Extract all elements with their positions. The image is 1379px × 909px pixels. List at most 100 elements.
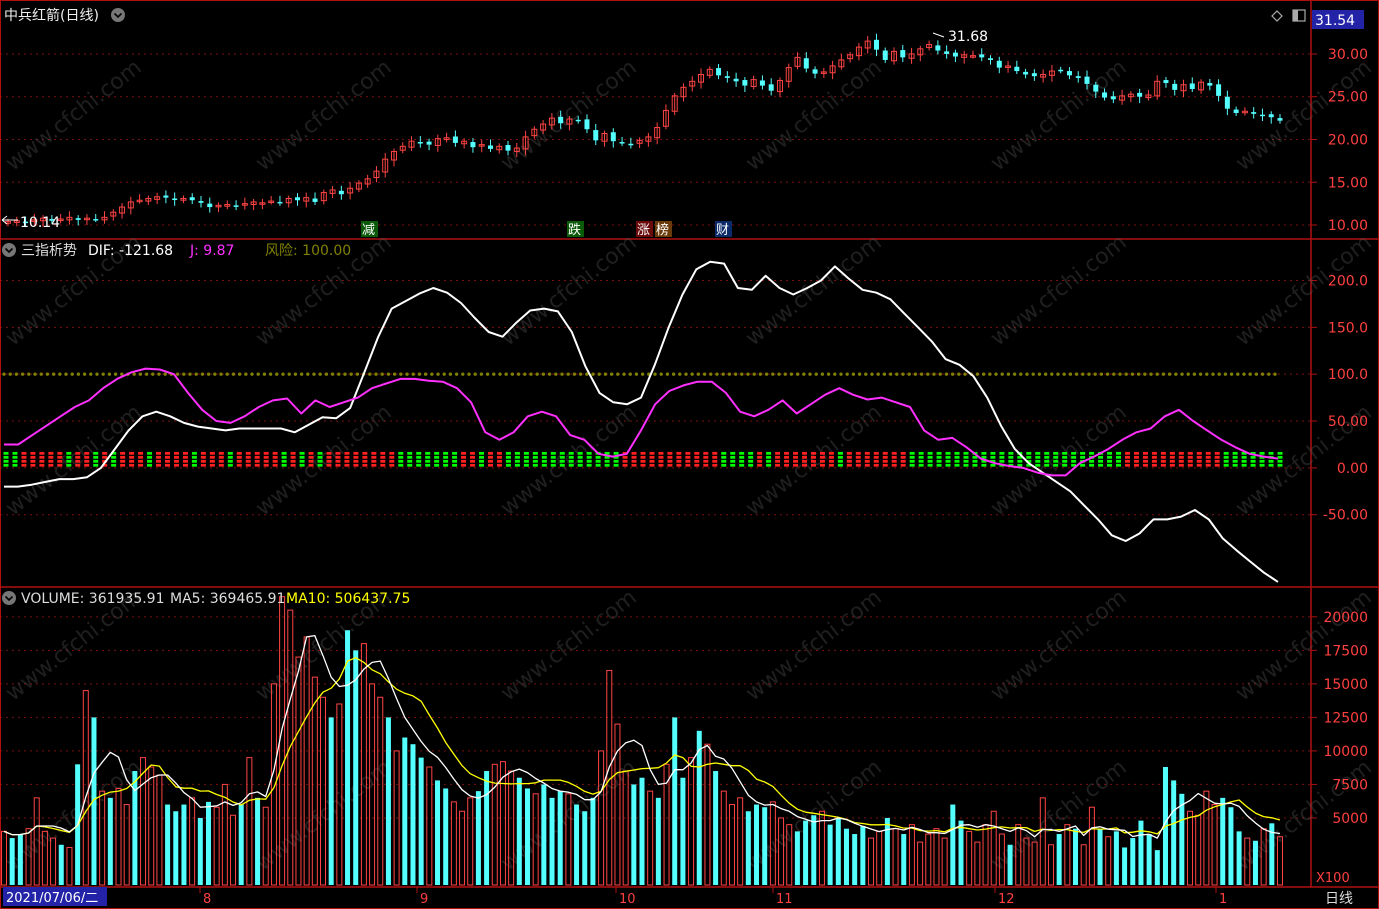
candle-body xyxy=(93,219,99,221)
candle-body xyxy=(241,203,248,206)
volume-bar xyxy=(794,831,800,885)
signal-bar xyxy=(954,455,960,459)
candle-body xyxy=(540,123,547,131)
candle-body xyxy=(1198,81,1205,91)
volume-bar xyxy=(181,804,187,885)
candle-body xyxy=(452,136,458,143)
candle-body xyxy=(215,204,222,208)
volume-tick-label: 5000 xyxy=(1332,811,1368,827)
volume-bar xyxy=(917,841,924,886)
signal-bar xyxy=(685,451,691,455)
volume-bar xyxy=(590,797,596,885)
candle-body xyxy=(259,202,266,205)
risk-line-dot xyxy=(1149,372,1153,376)
risk-line-dot xyxy=(349,372,353,376)
signal-bar xyxy=(443,459,449,463)
signal-bar xyxy=(972,455,978,459)
candle-body xyxy=(1251,112,1257,114)
candle-body xyxy=(1066,71,1072,76)
volume-bar xyxy=(320,696,326,886)
signal-bar xyxy=(909,451,915,455)
signal-bar xyxy=(793,455,799,459)
risk-line-dot xyxy=(1093,372,1097,376)
window-icon[interactable] xyxy=(1292,9,1306,22)
risk-line-dot xyxy=(1192,372,1197,376)
volume-bar xyxy=(9,838,15,885)
circle-chevron-icon[interactable] xyxy=(111,8,125,22)
candle-body xyxy=(1040,73,1047,78)
risk-line-dot xyxy=(988,372,992,376)
diamond-icon[interactable] xyxy=(1271,10,1283,22)
signal-bar xyxy=(120,455,126,459)
candle-body xyxy=(13,220,20,223)
signal-bar xyxy=(218,459,224,463)
signal-bar xyxy=(93,451,99,455)
signal-bar xyxy=(514,459,520,463)
risk-line-dot xyxy=(795,372,800,376)
circle-chevron-icon[interactable] xyxy=(2,243,16,257)
signal-bar xyxy=(810,455,816,459)
signal-bar xyxy=(496,463,502,467)
risk-line-dot xyxy=(740,372,744,376)
risk-line-dot xyxy=(653,372,657,376)
volume-bar xyxy=(762,807,768,885)
signal-bar xyxy=(1035,459,1041,463)
signal-bar xyxy=(236,459,242,463)
volume-bar xyxy=(1130,838,1136,885)
x-axis-labels: 8 9 10 11 12 1 xyxy=(199,887,1227,907)
signal-bar xyxy=(1160,459,1166,463)
signal-bar xyxy=(936,463,942,467)
signal-bar xyxy=(891,451,897,455)
candle-body xyxy=(470,142,476,148)
signal-bar xyxy=(1160,451,1166,455)
candle-body xyxy=(1172,83,1178,90)
risk-line-dot xyxy=(895,372,899,376)
signal-bar xyxy=(936,451,942,455)
signal-bar xyxy=(1124,459,1130,463)
volume-bar xyxy=(745,811,751,885)
signal-bar xyxy=(425,459,431,463)
candle-body xyxy=(944,51,950,54)
risk-line-dot xyxy=(430,372,434,376)
candle-body xyxy=(172,198,178,201)
volume-bar xyxy=(140,757,147,886)
signal-bar xyxy=(972,459,978,463)
signal-bar xyxy=(730,463,736,467)
signal-bar xyxy=(1098,455,1104,459)
candle-body xyxy=(531,128,538,137)
risk-line-dot xyxy=(417,372,422,376)
signal-bar xyxy=(649,451,655,455)
risk-line-dot xyxy=(715,372,719,376)
risk-line-dot xyxy=(405,372,409,376)
signal-bar xyxy=(353,459,359,463)
candle-body xyxy=(969,55,976,58)
risk-line-dot xyxy=(200,372,205,376)
signal-bar xyxy=(434,459,440,463)
signal-bar xyxy=(1277,463,1283,467)
risk-line-dot xyxy=(1130,372,1135,376)
signal-bar xyxy=(1089,451,1095,455)
candle-body xyxy=(101,216,108,221)
signal-bar xyxy=(389,459,395,463)
volume-bar xyxy=(1088,806,1095,886)
signal-bar xyxy=(147,463,153,467)
signal-bar xyxy=(1089,463,1095,467)
signal-bar xyxy=(721,455,727,459)
candle-body xyxy=(1137,92,1143,97)
circle-chevron-icon[interactable] xyxy=(2,591,16,605)
volume-bar xyxy=(311,676,318,886)
risk-line-dot xyxy=(764,372,769,376)
signal-bar xyxy=(658,463,664,467)
candle-body xyxy=(207,203,213,208)
candle-body xyxy=(645,136,652,142)
signal-bar xyxy=(748,451,754,455)
period-label[interactable]: 日线 xyxy=(1325,891,1353,907)
signal-bar xyxy=(999,455,1005,459)
volume-bar xyxy=(435,780,441,885)
signal-bar xyxy=(891,463,897,467)
signal-bar xyxy=(434,455,440,459)
volume-bar xyxy=(672,717,678,885)
volume-bar xyxy=(91,717,97,885)
signal-bar xyxy=(1116,455,1122,459)
signal-bar xyxy=(416,455,422,459)
